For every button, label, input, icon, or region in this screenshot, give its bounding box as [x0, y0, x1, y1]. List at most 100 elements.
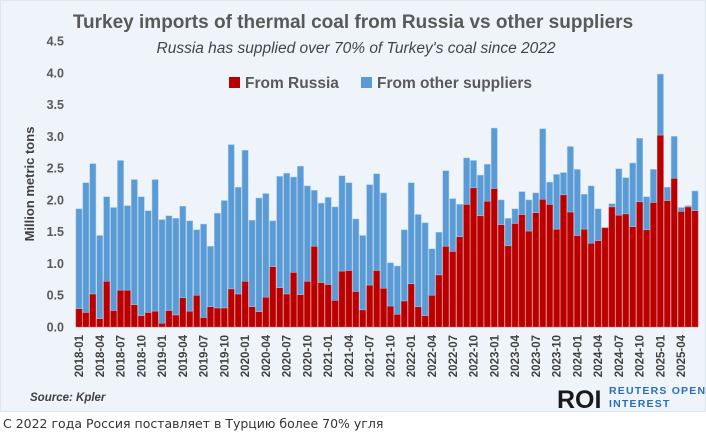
bar-other	[144, 210, 152, 313]
bar-other	[165, 215, 173, 311]
bar-other	[435, 232, 443, 276]
bar-russia	[463, 204, 470, 328]
bar-russia	[622, 213, 630, 328]
bar-russia	[387, 305, 394, 328]
x-tick-label: 2024-07	[614, 335, 626, 377]
x-tick-label: 2018-04	[95, 334, 107, 377]
bar-russia	[214, 307, 221, 328]
bar-russia	[670, 178, 678, 328]
bar-other	[470, 160, 477, 189]
bar-other	[587, 185, 595, 244]
x-tick-label: 2022-07	[448, 335, 460, 377]
bar-russia	[484, 200, 491, 328]
bar-other	[96, 235, 104, 319]
bar-other	[463, 157, 470, 205]
bar-other	[89, 163, 97, 295]
bar-russia	[532, 212, 540, 328]
y-tick-label: 0.0	[47, 321, 64, 335]
x-tick-label: 2018-10	[136, 335, 148, 377]
bar-other	[248, 219, 256, 307]
bar-other	[227, 144, 235, 290]
bar-russia	[594, 240, 602, 328]
bar-russia	[525, 230, 533, 328]
bar-other	[497, 199, 505, 225]
bar-other	[580, 193, 588, 230]
x-tick-label: 2024-01	[572, 334, 584, 377]
x-tick-label: 2018-07	[116, 335, 128, 377]
y-tick-label: 4.0	[47, 66, 64, 80]
x-tick-label: 2023-01	[489, 334, 501, 377]
bar-russia	[504, 245, 512, 328]
logo-line1: REUTERS OPEN	[609, 385, 705, 397]
bar-other	[366, 184, 374, 286]
bar-russia	[380, 287, 387, 328]
bar-other	[414, 214, 422, 307]
bar-other	[650, 169, 657, 203]
bar-russia	[234, 293, 242, 328]
bar-russia	[131, 304, 138, 328]
bar-other	[110, 207, 117, 311]
bar-russia	[414, 306, 422, 328]
y-axis-label: Million metric tons	[22, 127, 37, 242]
bar-russia	[573, 235, 581, 328]
x-tick-label: 2020-10	[302, 335, 314, 377]
y-tick-label: 4.5	[47, 35, 64, 49]
chart: Turkey imports of thermal coal from Russ…	[22, 12, 705, 414]
bar-other	[428, 248, 436, 296]
bar-russia	[643, 229, 650, 328]
bar-other	[359, 235, 367, 311]
bar-other	[200, 223, 207, 318]
bar-other	[643, 196, 650, 231]
bar-other	[594, 208, 602, 241]
bar-other	[234, 186, 242, 295]
bar-other	[255, 197, 263, 312]
bar-russia	[428, 294, 436, 328]
bar-other	[373, 173, 380, 271]
bar-russia	[615, 214, 623, 328]
x-tick-label: 2022-04	[427, 334, 439, 377]
bar-russia	[165, 310, 173, 328]
bar-russia	[262, 296, 270, 328]
bar-russia	[317, 282, 325, 328]
bar-other	[269, 220, 277, 267]
bar-russia	[110, 310, 117, 328]
bar-other	[691, 190, 699, 211]
x-tick-label: 2020-01	[240, 334, 252, 377]
bar-other	[331, 206, 339, 301]
bar-other	[124, 205, 131, 291]
bar-other	[207, 246, 214, 307]
bar-russia	[158, 322, 166, 328]
bar-russia	[200, 317, 207, 328]
x-tick-label: 2023-04	[510, 334, 522, 377]
bar-russia	[193, 294, 201, 328]
bar-other	[262, 193, 270, 298]
bar-russia	[304, 280, 311, 328]
bar-russia	[435, 274, 443, 328]
legend: From Russia From other suppliers	[229, 75, 532, 92]
x-tick-label: 2020-07	[282, 335, 294, 377]
bar-other	[310, 190, 318, 247]
bar-other	[539, 128, 547, 200]
bar-russia	[75, 308, 83, 328]
legend-label-other: From other suppliers	[377, 75, 532, 92]
bar-russia	[373, 270, 380, 328]
bar-russia	[117, 289, 124, 328]
x-tick-label: 2021-07	[365, 335, 377, 377]
bar-russia	[227, 288, 235, 328]
bar-russia	[283, 293, 290, 328]
bar-russia	[324, 284, 332, 328]
bar-russia	[220, 307, 228, 328]
y-tick-label: 3.5	[47, 98, 64, 112]
bar-other	[317, 202, 325, 283]
bar-other	[214, 212, 221, 309]
bar-other	[525, 199, 533, 232]
bar-russia	[650, 202, 657, 328]
bar-russia	[553, 228, 560, 328]
x-tick-label: 2019-04	[178, 334, 190, 377]
legend-swatch-russia	[229, 77, 240, 88]
bar-russia	[103, 280, 111, 328]
bar-other	[553, 174, 560, 230]
bar-russia	[518, 214, 526, 328]
bar-other	[663, 186, 671, 201]
y-tick-label: 0.5	[47, 289, 64, 303]
